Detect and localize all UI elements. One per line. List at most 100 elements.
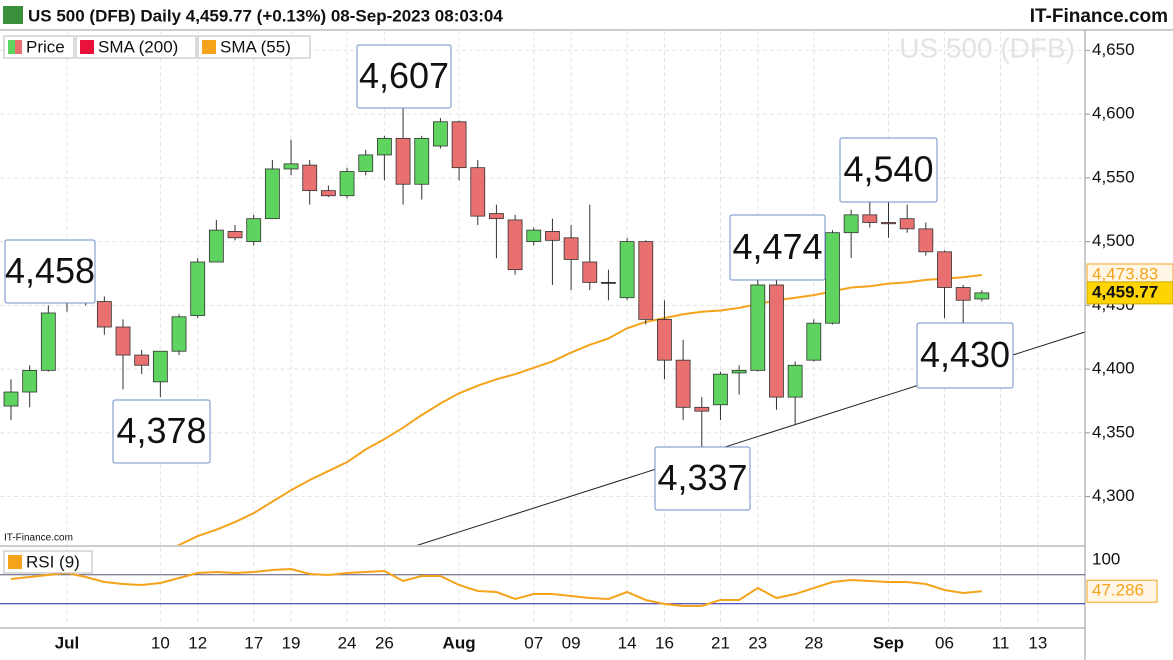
candle-body [694,406,710,412]
x-tick-label: 06 [935,633,954,652]
candle-body [974,292,990,300]
y-tick-label: 4,650 [1092,40,1135,59]
y-tick-label: 4,600 [1092,104,1135,123]
chart-title: US 500 (DFB) Daily 4,459.77 (+0.13%) 08-… [28,6,503,25]
y-tick-label: 4,500 [1092,231,1135,250]
y-tick-label: 4,400 [1092,359,1135,378]
annotation: 4,458 [5,250,95,291]
candle-body [339,171,355,197]
x-tick-label: 24 [338,633,357,652]
candle-body [489,213,504,220]
candle-body [825,232,840,324]
x-tick-label: 26 [375,633,394,652]
price-value-label: 4,459.77 [1092,282,1158,301]
candle-body [713,373,728,406]
x-tick-label: 13 [1028,633,1047,652]
annotation-box [356,44,452,109]
legend-swatch [202,40,216,54]
candle-body [619,241,635,299]
x-tick-label: 17 [244,633,263,652]
value-box [1086,281,1173,305]
annotation-box [654,446,751,511]
candle-body [134,354,150,366]
rsi-tick-label: 100 [1092,549,1120,568]
legend-swatch [8,555,22,569]
candle-body [937,251,952,288]
annotation: 4,607 [359,55,449,96]
candle-body [358,154,374,172]
candle-body [433,121,448,147]
annotation: 4,540 [843,149,933,190]
candle-body [638,241,654,320]
candle-body [750,284,766,371]
candle-body [115,326,131,356]
y-tick-label: 4,300 [1092,486,1135,505]
candle-body [507,219,523,271]
candle-body [582,261,598,283]
candle-body [862,214,878,223]
annotation: 4,474 [732,226,822,267]
candle-body [731,369,747,374]
candle-body [881,222,896,225]
candle-body [918,228,934,253]
candle-body [806,322,822,361]
y-tick-label: 4,550 [1092,167,1135,186]
x-tick-label: 19 [282,633,301,652]
rsi-value-label: 47.286 [1092,581,1144,600]
watermark: US 500 (DFB) [899,32,1075,63]
brand: IT-Finance.com [1030,6,1168,27]
candle-body [470,167,486,217]
candle-body [787,364,803,398]
small-brand: IT-Finance.com [4,533,73,544]
x-tick-label: 12 [188,633,207,652]
candle-body [545,231,560,241]
logo [3,6,23,24]
x-tick-label: 07 [524,633,543,652]
annotation: 4,337 [657,457,747,498]
candle-body [152,350,168,383]
annotation: 4,430 [920,334,1010,375]
candle-body [526,229,542,243]
x-tick-label: 21 [711,633,730,652]
legend-box [3,550,93,574]
candle-body [563,237,579,260]
x-tick-label: 09 [562,633,581,652]
candle-body [40,312,56,371]
y-tick-label: 4,350 [1092,422,1135,441]
candle-body [3,391,19,407]
rsi-line [10,568,982,607]
candle-body [395,137,411,185]
candle-body [899,218,915,230]
candle-body [96,301,112,328]
value-box [1086,579,1158,603]
candle-body [414,137,430,185]
candle-body [264,168,280,220]
x-tick-label: 11 [992,633,1010,652]
annotation-box [112,399,211,464]
x-tick-label: 16 [655,633,674,652]
candle-body [320,190,336,197]
annotation-box [916,322,1014,389]
legend-swatch [15,40,22,54]
x-tick-label: 14 [618,633,637,652]
candle-body [22,369,38,393]
candle-body [376,137,392,156]
x-tick-label: 23 [748,633,767,652]
legend-box [197,35,311,59]
sma-value-label: 4,473.83 [1092,264,1158,283]
x-tick-label: Aug [443,633,476,652]
x-tick-label: Sep [873,633,904,652]
candle-body [246,218,262,243]
annotation-box [4,239,96,304]
candle-body [955,287,971,301]
candle-body [283,163,299,170]
candle-body [302,164,318,192]
annotation-box [729,214,826,281]
candle-body [769,284,784,398]
x-tick-label: Jul [55,633,80,652]
legend-label: Price [26,37,65,56]
legend-label: SMA (200) [98,37,178,56]
rsi-legend-label: RSI (9) [26,552,80,571]
candle-body [843,214,859,234]
